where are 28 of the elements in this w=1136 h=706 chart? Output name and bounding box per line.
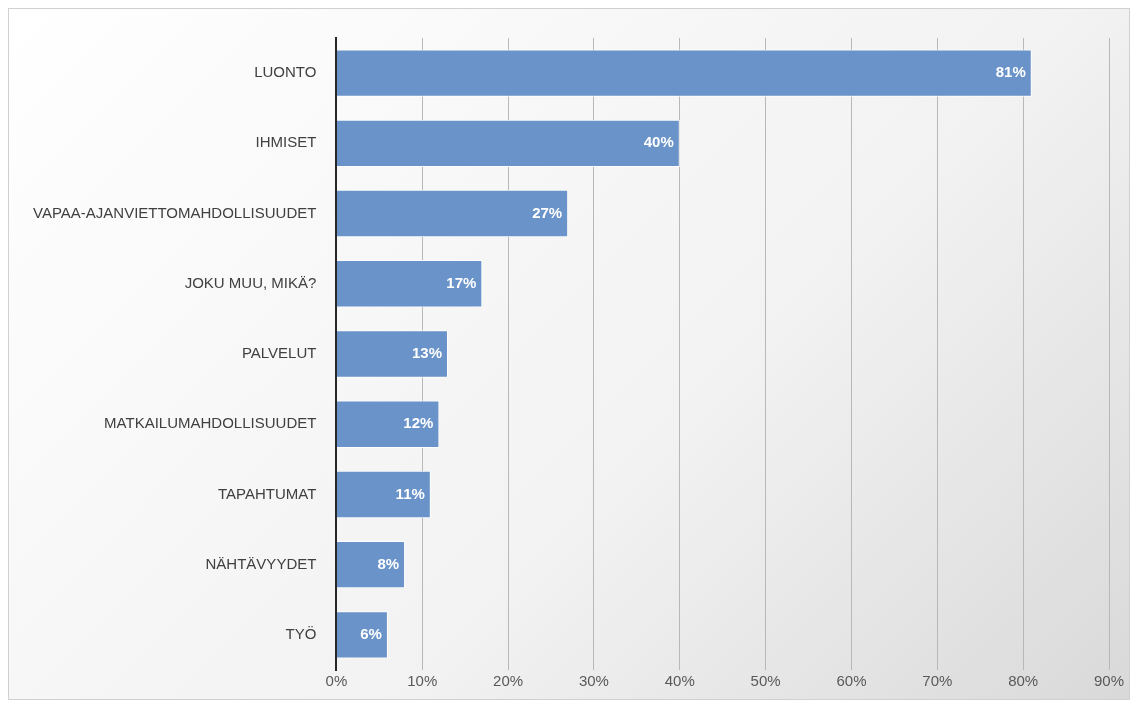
- x-tick-label: 20%: [493, 672, 524, 690]
- data-label: 13%: [411, 344, 442, 362]
- y-tick-label: VAPAA-AJANVIETTOMAHDOLLISUUDET: [33, 203, 317, 221]
- y-tick-label: LUONTO: [254, 63, 317, 81]
- x-tick-label: 70%: [922, 672, 953, 690]
- data-label: 27%: [532, 203, 563, 221]
- x-tick-label: 0%: [325, 672, 348, 690]
- y-tick-label: TAPAHTUMAT: [218, 484, 317, 502]
- x-tick-label: 90%: [1093, 672, 1125, 690]
- data-label: 6%: [360, 625, 382, 643]
- y-tick-label: JOKU MUU, MIKÄ?: [184, 273, 317, 291]
- y-tick-label: TYÖ: [285, 625, 317, 643]
- data-label: 81%: [995, 63, 1026, 81]
- x-tick-label: 80%: [1008, 672, 1039, 690]
- x-tick-label: 40%: [664, 672, 695, 690]
- data-label: 12%: [403, 414, 434, 432]
- x-tick-label: 50%: [750, 672, 781, 690]
- data-label: 17%: [446, 273, 477, 291]
- data-label: 8%: [377, 554, 400, 572]
- data-label: 40%: [643, 133, 674, 151]
- data-label: 11%: [395, 484, 425, 502]
- x-tick-label: 30%: [578, 672, 609, 690]
- y-tick-label: IHMISET: [255, 133, 317, 151]
- y-tick-label: MATKAILUMAHDOLLISUUDET: [104, 414, 317, 432]
- x-tick-label: 10%: [407, 672, 438, 690]
- y-tick-label: PALVELUT: [241, 344, 317, 362]
- y-tick-label: NÄHTÄVYYDET: [205, 554, 317, 572]
- x-tick-label: 60%: [836, 672, 867, 690]
